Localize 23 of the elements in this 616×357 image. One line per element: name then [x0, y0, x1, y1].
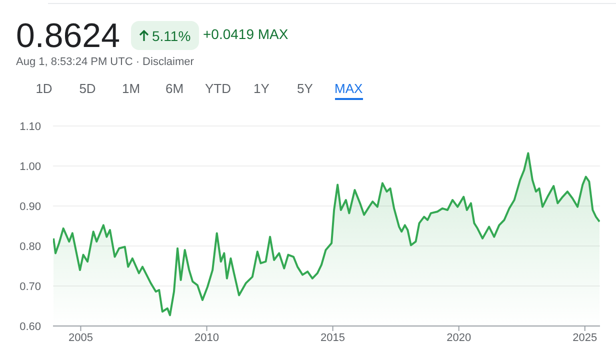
text: 1D [36, 81, 52, 98]
text: Aug 1, 8:53:24 PM UTC · Disclaimer [16, 56, 194, 68]
x-tick-label: 2025 [572, 332, 598, 344]
y-tick-label: 0.60 [20, 320, 41, 333]
text: 1Y [254, 81, 270, 98]
text: YTD [205, 81, 231, 98]
x-tick-label: 2020 [446, 332, 472, 344]
x-tick-label: 2010 [194, 332, 220, 344]
chart-title: 0.8624 [16, 16, 120, 56]
x-tick-label: 2005 [68, 332, 93, 344]
y-tick-label: 0.80 [20, 240, 41, 253]
y-tick-label: 1.10 [20, 120, 41, 133]
y-tick-label: 1.00 [20, 160, 41, 173]
text: 5Y [297, 81, 313, 98]
text: 5D [79, 81, 96, 98]
text: MAX [334, 81, 363, 100]
text: 6M [165, 81, 184, 98]
y-tick-label: 0.70 [20, 280, 41, 293]
y-tick-label: 0.90 [20, 200, 41, 213]
text: 1M [122, 81, 140, 98]
x-tick-label: 2015 [320, 332, 346, 344]
text: 5.11% [152, 28, 191, 44]
text: +0.0419 MAX [203, 26, 288, 42]
